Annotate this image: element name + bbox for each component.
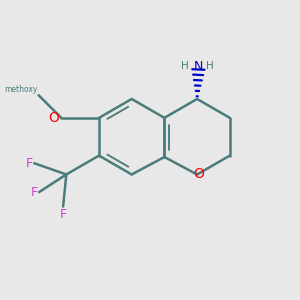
Text: F: F [31,186,38,199]
Text: H: H [206,61,214,71]
Text: F: F [59,208,67,221]
Text: F: F [26,157,33,170]
Text: O: O [193,167,204,182]
Text: O: O [48,111,59,125]
Text: H: H [181,61,189,71]
Text: methoxy: methoxy [4,85,37,94]
Text: N: N [194,60,203,73]
